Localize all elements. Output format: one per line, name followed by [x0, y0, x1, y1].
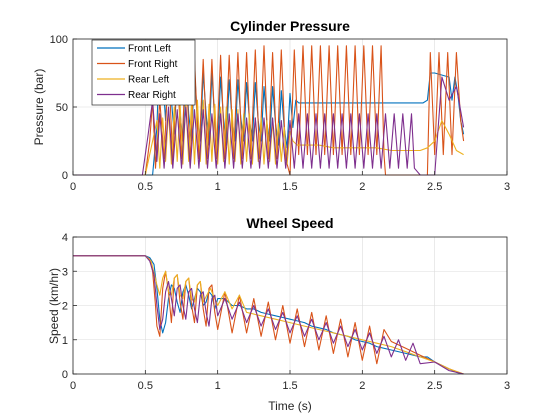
x-tick-label: 1.5: [282, 380, 297, 392]
x-tick-label: 2: [359, 380, 365, 392]
x-tick-label: 1: [215, 181, 221, 193]
y-tick-label: 100: [50, 34, 68, 46]
y-axis-label: Pressure (bar): [32, 69, 46, 146]
x-tick-label: 0.5: [138, 181, 153, 193]
y-axis-label: Speed (km/hr): [47, 268, 61, 344]
y-tick-label: 3: [62, 266, 68, 278]
x-tick-label: 2: [359, 181, 365, 193]
x-tick-label: 2.5: [427, 380, 442, 392]
x-tick-label: 0: [70, 181, 76, 193]
legend-label: Rear Left: [128, 75, 169, 86]
y-tick-label: 0: [62, 369, 68, 381]
legend: Front Left Front Right Rear Left Rear Right: [91, 39, 196, 106]
series-front-left-line: [73, 255, 464, 375]
ticks: 0 0.5 1 1.5 2 2.5 3 0 50 100: [50, 34, 510, 193]
x-axis-label: Time (s): [268, 399, 312, 413]
x-tick-label: 2.5: [427, 181, 442, 193]
y-tick-label: 50: [56, 102, 68, 114]
legend-label: Rear Right: [128, 90, 176, 101]
x-tick-label: 3: [504, 380, 510, 392]
x-tick-label: 1.5: [282, 181, 297, 193]
y-tick-label: 4: [62, 232, 68, 244]
y-tick-label: 1: [62, 335, 68, 347]
y-tick-label: 0: [62, 170, 68, 182]
y-tick-label: 2: [62, 301, 68, 313]
series-group: [73, 255, 464, 375]
series-front-left-line: [73, 41, 465, 176]
plot-frame: [72, 38, 508, 176]
cylinder-pressure-plot: Cylinder Pressure Pressure (bar) 0 0.5 1 1.…: [32, 18, 510, 193]
series-rear-right-line: [73, 255, 464, 375]
x-tick-label: 0: [70, 380, 76, 392]
chart-title: Cylinder Pressure: [230, 18, 350, 34]
legend-label: Front Left: [128, 44, 171, 55]
series-rear-left-line: [73, 255, 464, 375]
series-front-right-line: [73, 255, 464, 375]
series-rear-right-line: [73, 76, 465, 176]
chart-title: Wheel Speed: [246, 215, 333, 231]
x-tick-label: 0.5: [138, 380, 153, 392]
wheel-speed-plot: Wheel Speed Speed (km/hr) Time (s) 0 0.5 1…: [47, 215, 510, 413]
x-tick-label: 1: [215, 380, 221, 392]
plot-frame: [72, 236, 508, 375]
x-tick-label: 3: [504, 181, 510, 193]
legend-label: Front Right: [128, 59, 178, 70]
grid: [72, 236, 508, 375]
